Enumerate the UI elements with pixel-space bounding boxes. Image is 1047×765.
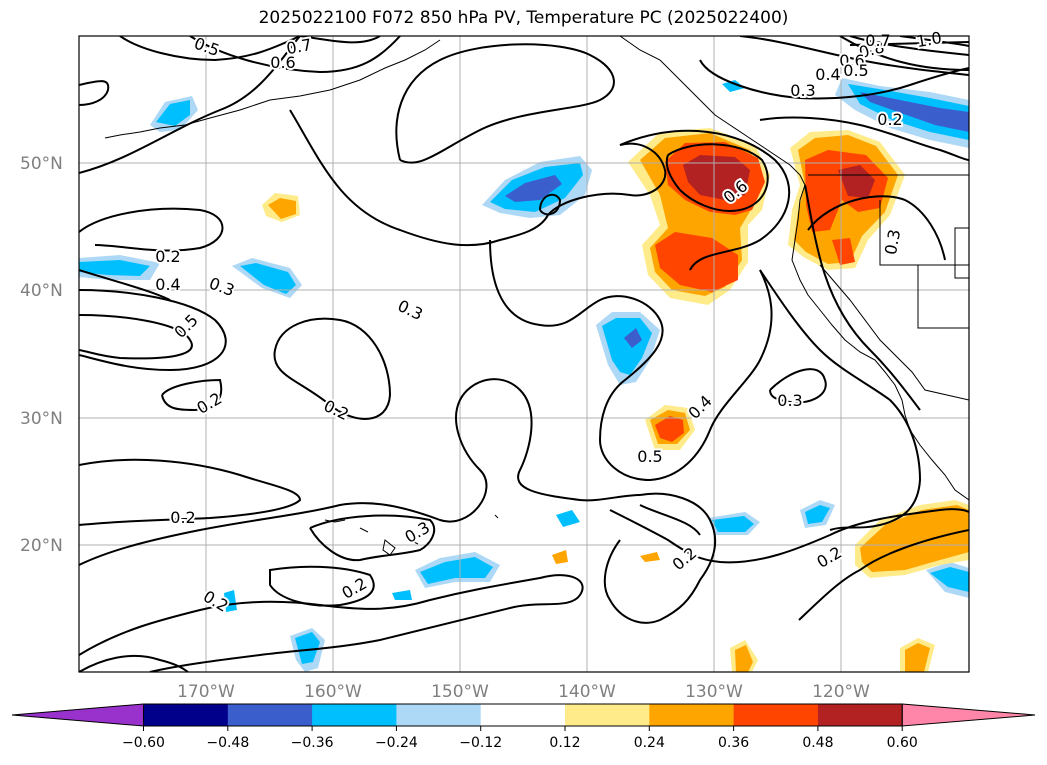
lon-label-150w: 150°W xyxy=(431,682,489,702)
colorbar-tick-label: −0.48 xyxy=(206,735,249,751)
contour-label-halo: 0.2 xyxy=(170,508,195,527)
contour-label: 0.6 xyxy=(270,53,295,72)
contour-label-halo: 0.4 xyxy=(815,65,840,84)
longitude-labels: 170°W 160°W 150°W 140°W 130°W 120°W xyxy=(177,682,870,702)
lon-label-160w: 160°W xyxy=(304,682,362,702)
graticule xyxy=(79,36,969,672)
lat-label-30n: 30°N xyxy=(20,409,63,429)
contour-label-halo: 0.5 xyxy=(843,61,868,80)
colorbar xyxy=(11,703,1036,727)
contour-label: 0.5 xyxy=(637,447,662,466)
coastlines xyxy=(104,36,969,556)
contour-label: 0.2 xyxy=(877,110,902,129)
contour-label: 0.2 xyxy=(669,543,701,574)
map-frame xyxy=(78,35,970,673)
colorbar-tick-label: −0.12 xyxy=(459,735,502,751)
colorbar-tick-label: −0.24 xyxy=(375,735,418,751)
contour-label: 0.7 xyxy=(865,31,890,50)
colorbar-segment xyxy=(649,704,735,726)
contour-label: 0.5 xyxy=(170,310,201,341)
contour-label: 0.2 xyxy=(170,508,195,527)
colorbar-segment xyxy=(312,704,397,726)
colorbar-tick-label: 0.12 xyxy=(549,735,580,751)
contour-label: 0.3 xyxy=(881,228,904,256)
contour-label-halo: 0.2 xyxy=(155,247,180,266)
colorbar-segment xyxy=(143,704,229,726)
contour-label-halo: 0.5 xyxy=(637,447,662,466)
contour-label-halo: 0.2 xyxy=(877,110,902,129)
contour-label: 0.5 xyxy=(192,34,222,61)
contour-label: 0.3 xyxy=(395,296,426,324)
contour-label: 0.4 xyxy=(155,275,180,294)
contour-label: 0.6 xyxy=(839,51,864,70)
lat-label-20n: 20°N xyxy=(20,536,63,556)
colorbar-extend-min xyxy=(11,703,144,727)
contour-label: 0.2 xyxy=(338,574,370,603)
contour-label: 0.7 xyxy=(285,35,313,58)
contour-label-halo: 0.6 xyxy=(839,51,864,70)
lat-label-50n: 50°N xyxy=(20,154,63,174)
colorbar-tick-label: 0.36 xyxy=(718,735,749,751)
colorbar-ticks: −0.60 −0.48 −0.36 −0.24 −0.12 0.12 0.24 0.36 0.4… xyxy=(122,726,918,751)
latitude-labels: 50°N 40°N 30°N 20°N xyxy=(20,154,63,556)
colorbar-tick-label: 0.24 xyxy=(634,735,665,751)
colorbar-outline xyxy=(143,703,903,727)
colorbar-segment xyxy=(565,704,650,726)
lat-label-40n: 40°N xyxy=(20,281,63,301)
colorbar-tick-label: −0.60 xyxy=(122,735,165,751)
contour-label-halo: 0.4 xyxy=(155,275,180,294)
pv-contours xyxy=(79,36,969,672)
colorbar-segment xyxy=(817,704,903,726)
colorbar-tick-label: 0.60 xyxy=(887,735,918,751)
contour-label-halo: 0.3 xyxy=(777,391,802,410)
contour-label: 0.3 xyxy=(207,274,237,301)
contour-label: 0.3 xyxy=(777,391,802,410)
lon-label-120w: 120°W xyxy=(812,682,870,702)
colorbar-segment xyxy=(480,704,566,726)
lon-label-130w: 130°W xyxy=(685,682,743,702)
colorbar-extend-max xyxy=(901,703,1036,727)
colorbar-tick-label: −0.36 xyxy=(291,735,334,751)
contour-labels: 0.50.5 0.70.70.60.61.01.00.80.80.70.70.60… xyxy=(153,26,945,618)
contour-label: 1.0 xyxy=(915,28,943,51)
contour-label: 0.3 xyxy=(790,81,815,100)
contour-label-halo: 0.3 xyxy=(790,81,815,100)
lon-label-170w: 170°W xyxy=(177,682,235,702)
colorbar-segment xyxy=(227,704,313,726)
contour-label: 0.4 xyxy=(815,65,840,84)
colorbar-segment xyxy=(396,704,482,726)
map-title: 2025022100 F072 850 hPa PV, Temperature … xyxy=(258,8,789,28)
colorbar-tick-label: 0.48 xyxy=(802,735,833,751)
pv-anomaly-shading xyxy=(79,78,969,672)
colorbar-segment xyxy=(733,704,819,726)
contour-label-halo: 0.6 xyxy=(270,53,295,72)
contour-label: 0.5 xyxy=(843,61,868,80)
lon-label-140w: 140°W xyxy=(558,682,616,702)
contour-label: 0.2 xyxy=(813,543,845,572)
contour-label: 0.2 xyxy=(155,247,180,266)
